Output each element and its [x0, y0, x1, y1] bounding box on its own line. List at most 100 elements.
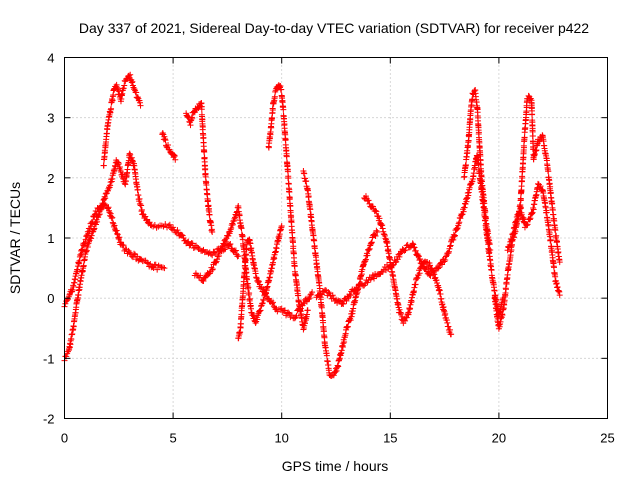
data-point — [530, 205, 537, 212]
data-point — [398, 310, 405, 317]
data-point — [107, 179, 114, 186]
data-point — [159, 264, 166, 271]
x-axis-label: GPS time / hours — [282, 458, 389, 474]
data-point — [129, 78, 136, 85]
data-point — [206, 211, 213, 218]
data-point — [257, 307, 264, 314]
data-point — [80, 262, 87, 269]
data-point — [133, 89, 140, 96]
data-point — [134, 186, 141, 193]
data-point — [100, 201, 107, 208]
data-point — [529, 209, 536, 216]
data-point — [293, 312, 300, 319]
data-point — [165, 141, 172, 148]
data-point — [376, 215, 383, 222]
x-tick-label: 10 — [274, 431, 288, 446]
data-point — [285, 309, 292, 316]
data-point — [381, 231, 388, 238]
data-point — [212, 259, 219, 266]
data-point — [69, 286, 76, 293]
data-point — [316, 285, 323, 292]
y-tick-label: -2 — [43, 412, 55, 427]
data-point — [487, 257, 494, 264]
data-point — [445, 248, 452, 255]
data-point — [209, 228, 216, 235]
data-point — [83, 248, 90, 255]
data-point — [282, 136, 289, 143]
data-point — [325, 289, 332, 296]
data-point — [543, 209, 550, 216]
x-tick-label: 15 — [383, 431, 397, 446]
data-point — [433, 277, 440, 284]
data-point — [508, 238, 515, 245]
data-point — [278, 222, 285, 229]
data-point — [332, 368, 339, 375]
data-point — [227, 226, 234, 233]
y-axis-label: SDTVAR / TECUs — [7, 182, 23, 294]
data-point — [115, 159, 122, 166]
series-track-k — [361, 193, 455, 338]
data-point — [318, 304, 325, 311]
data-point — [427, 272, 434, 279]
data-point — [417, 256, 424, 263]
data-point — [547, 189, 554, 196]
data-point — [126, 150, 133, 157]
data-point — [368, 239, 375, 246]
data-point — [172, 156, 179, 163]
data-point — [486, 241, 493, 248]
data-point — [253, 274, 260, 281]
data-point — [235, 253, 242, 260]
data-point — [416, 257, 423, 264]
data-point — [128, 79, 135, 86]
data-point — [251, 313, 258, 320]
data-point — [494, 313, 501, 320]
data-point — [218, 247, 225, 254]
data-point — [340, 301, 347, 308]
grid-lines — [64, 57, 608, 419]
series-track-a — [61, 200, 168, 310]
data-point — [260, 286, 267, 293]
data-point — [144, 216, 151, 223]
data-point — [150, 265, 157, 272]
data-point — [144, 259, 151, 266]
data-point — [552, 227, 559, 234]
data-point — [247, 240, 254, 247]
data-point — [114, 230, 121, 237]
data-point — [499, 312, 506, 319]
data-point — [92, 221, 99, 228]
data-point — [171, 153, 178, 160]
data-point — [88, 223, 95, 230]
series-track-f — [191, 202, 285, 326]
data-point — [171, 152, 178, 159]
data-point — [283, 153, 290, 160]
data-point — [431, 271, 438, 278]
data-point — [79, 246, 86, 253]
data-point — [111, 222, 118, 229]
data-point — [347, 292, 354, 299]
data-point — [254, 277, 261, 284]
data-point — [414, 274, 421, 281]
data-point — [401, 247, 408, 254]
x-tick-label: 25 — [600, 431, 614, 446]
series-track-c — [100, 71, 144, 169]
data-point — [330, 372, 337, 379]
data-point — [82, 236, 89, 243]
data-point — [397, 309, 404, 316]
data-point — [339, 300, 346, 307]
data-point — [232, 214, 239, 221]
y-tick-label: -1 — [43, 351, 55, 366]
data-point — [102, 195, 109, 202]
data-point — [288, 312, 295, 319]
data-point — [416, 270, 423, 277]
data-point — [95, 211, 102, 218]
data-point — [409, 240, 416, 247]
data-point — [457, 215, 464, 222]
data-point — [208, 222, 215, 229]
data-point — [253, 275, 260, 282]
data-point — [263, 290, 270, 297]
data-point — [364, 252, 371, 259]
data-point — [142, 213, 149, 220]
data-point — [69, 288, 76, 295]
data-point — [270, 299, 277, 306]
